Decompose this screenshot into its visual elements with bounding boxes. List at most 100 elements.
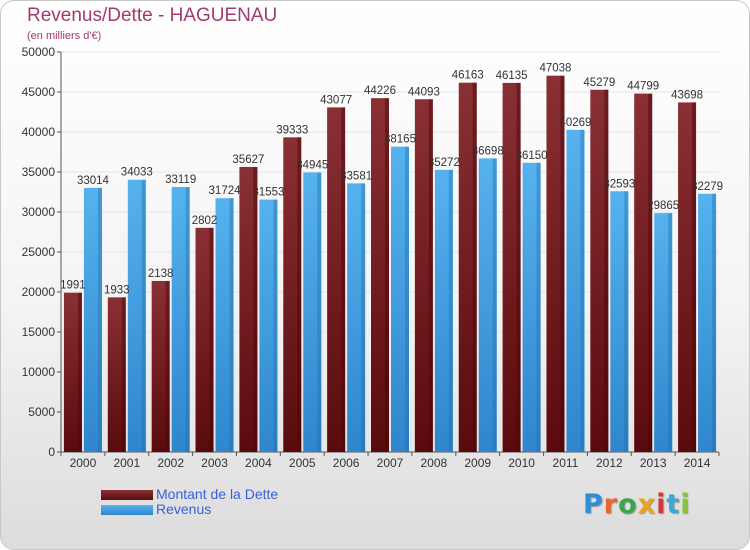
- data-label-revenue: 33119: [165, 174, 196, 186]
- data-label-debt: 43077: [320, 94, 352, 106]
- data-label-revenue: 29865: [647, 200, 679, 212]
- bar-debt: [107, 297, 126, 452]
- data-label-debt: 35627: [232, 154, 264, 166]
- data-label-revenue: 32593: [603, 178, 635, 190]
- legend-item-debt: Montant de la Dette: [101, 486, 361, 503]
- data-label-revenue: 38165: [384, 134, 416, 146]
- bar-debt: [239, 166, 258, 452]
- x-tick-label: 2004: [245, 456, 272, 470]
- bar-revenue-shade: [405, 146, 409, 452]
- bar-revenue: [698, 193, 717, 452]
- bar-debt: [678, 102, 697, 452]
- data-label-revenue: 36150: [516, 150, 548, 162]
- bar-debt: [283, 137, 302, 452]
- bar-debt-shade: [516, 82, 521, 453]
- bar-debt: [195, 227, 214, 452]
- bar-debt: [327, 107, 346, 452]
- y-tick-label: 0: [48, 445, 55, 459]
- bar-revenue-shade: [448, 169, 453, 452]
- data-label-debt: 44226: [364, 85, 396, 97]
- bar-debt: [634, 93, 653, 452]
- bar-debt-shade: [604, 89, 609, 452]
- logo-letter: x: [637, 489, 657, 520]
- bar-debt-shade: [209, 227, 214, 452]
- bar-revenue: [303, 172, 322, 452]
- bar-revenue: [215, 198, 234, 452]
- logo-letter: i: [656, 489, 667, 520]
- bar-debt-shade: [341, 107, 346, 452]
- x-tick-label: 2012: [596, 456, 623, 470]
- bar-revenue: [522, 162, 541, 453]
- bar-debt-shade: [692, 102, 697, 452]
- bar-revenue: [171, 187, 190, 452]
- bar-debt-shade: [297, 137, 302, 452]
- bar-revenue: [83, 187, 102, 452]
- logo-letter: i: [680, 489, 691, 520]
- data-labels: 1991 33014 1933 34033 2138 33119 2802 31724 3562…: [60, 63, 723, 297]
- bar-debt-shade: [121, 297, 126, 452]
- bar-debt-shade: [165, 280, 170, 452]
- data-label-debt: 44799: [627, 81, 659, 93]
- bar-revenue: [391, 146, 409, 452]
- data-label-debt: 46163: [452, 70, 484, 82]
- bar-debt: [590, 89, 609, 452]
- data-label-revenue: 31724: [209, 185, 242, 197]
- y-tick-label: 5000: [28, 405, 55, 419]
- legend-swatch-debt: [101, 490, 153, 500]
- bar-debt-shade: [472, 82, 477, 453]
- x-tick-label: 2008: [421, 456, 448, 470]
- bar-revenue-shade: [536, 162, 541, 453]
- y-tick-label: 15000: [22, 325, 56, 339]
- y-tick-label: 25000: [22, 245, 56, 259]
- bar-revenue-shade: [668, 213, 673, 452]
- x-tick-label: 2010: [508, 456, 535, 470]
- logo-letter: t: [666, 489, 681, 520]
- data-label-revenue: 34033: [121, 167, 153, 179]
- bar-revenue: [478, 158, 497, 452]
- bar-debt-shade: [648, 93, 653, 452]
- bar-revenue-shade: [580, 129, 585, 452]
- data-label-revenue: 33581: [340, 170, 372, 182]
- proxiti-logo: Proxiti: [583, 489, 691, 520]
- x-tick-label: 2011: [553, 456, 579, 470]
- y-tick-label: 40000: [22, 125, 56, 139]
- bar-revenue: [259, 199, 278, 452]
- chart-title: Revenus/Dette - HAGUENAU: [27, 5, 278, 26]
- bar-revenue: [127, 179, 146, 452]
- legend-swatch-revenue: [101, 505, 153, 515]
- bar-revenue-shade: [141, 179, 146, 452]
- chart-subtitle: (en milliers d'€): [27, 30, 102, 42]
- data-label-revenue: 36698: [472, 145, 504, 157]
- y-tick-label: 50000: [22, 45, 56, 59]
- data-label-debt: 2138: [148, 268, 174, 280]
- y-tick-label: 45000: [22, 85, 56, 99]
- legend-item-revenue: Revenus: [101, 501, 361, 518]
- data-label-debt: 45279: [583, 77, 615, 89]
- y-tick-label: 20000: [22, 285, 56, 299]
- data-label-debt: 1991: [60, 280, 86, 292]
- legend-label-debt: Montant de la Dette: [156, 486, 279, 502]
- x-tick-label: 2005: [289, 456, 316, 470]
- y-tick-label: 35000: [22, 165, 56, 179]
- bar-debt: [414, 99, 433, 453]
- bar-revenue-shade: [273, 199, 278, 452]
- x-tick-label: 2003: [201, 456, 228, 470]
- x-tick-label: 2001: [113, 456, 140, 470]
- data-label-revenue: 35272: [428, 157, 460, 169]
- bar-revenue-shade: [624, 191, 629, 453]
- bar-revenue: [434, 169, 453, 452]
- logo-letter: o: [618, 489, 638, 520]
- bar-debt-shade: [77, 292, 82, 452]
- bar-revenue-shade: [492, 158, 497, 452]
- data-label-revenue: 31553: [252, 187, 284, 199]
- grid-lines: [61, 51, 719, 453]
- data-label-debt: 1933: [104, 284, 130, 296]
- data-label-revenue: 32279: [691, 181, 723, 193]
- data-label-debt: 43698: [671, 89, 703, 101]
- logo-letter: P: [583, 489, 604, 520]
- bar-debt: [63, 292, 82, 452]
- bar-revenue-shade: [712, 193, 717, 452]
- bar-debt-shade: [560, 75, 565, 453]
